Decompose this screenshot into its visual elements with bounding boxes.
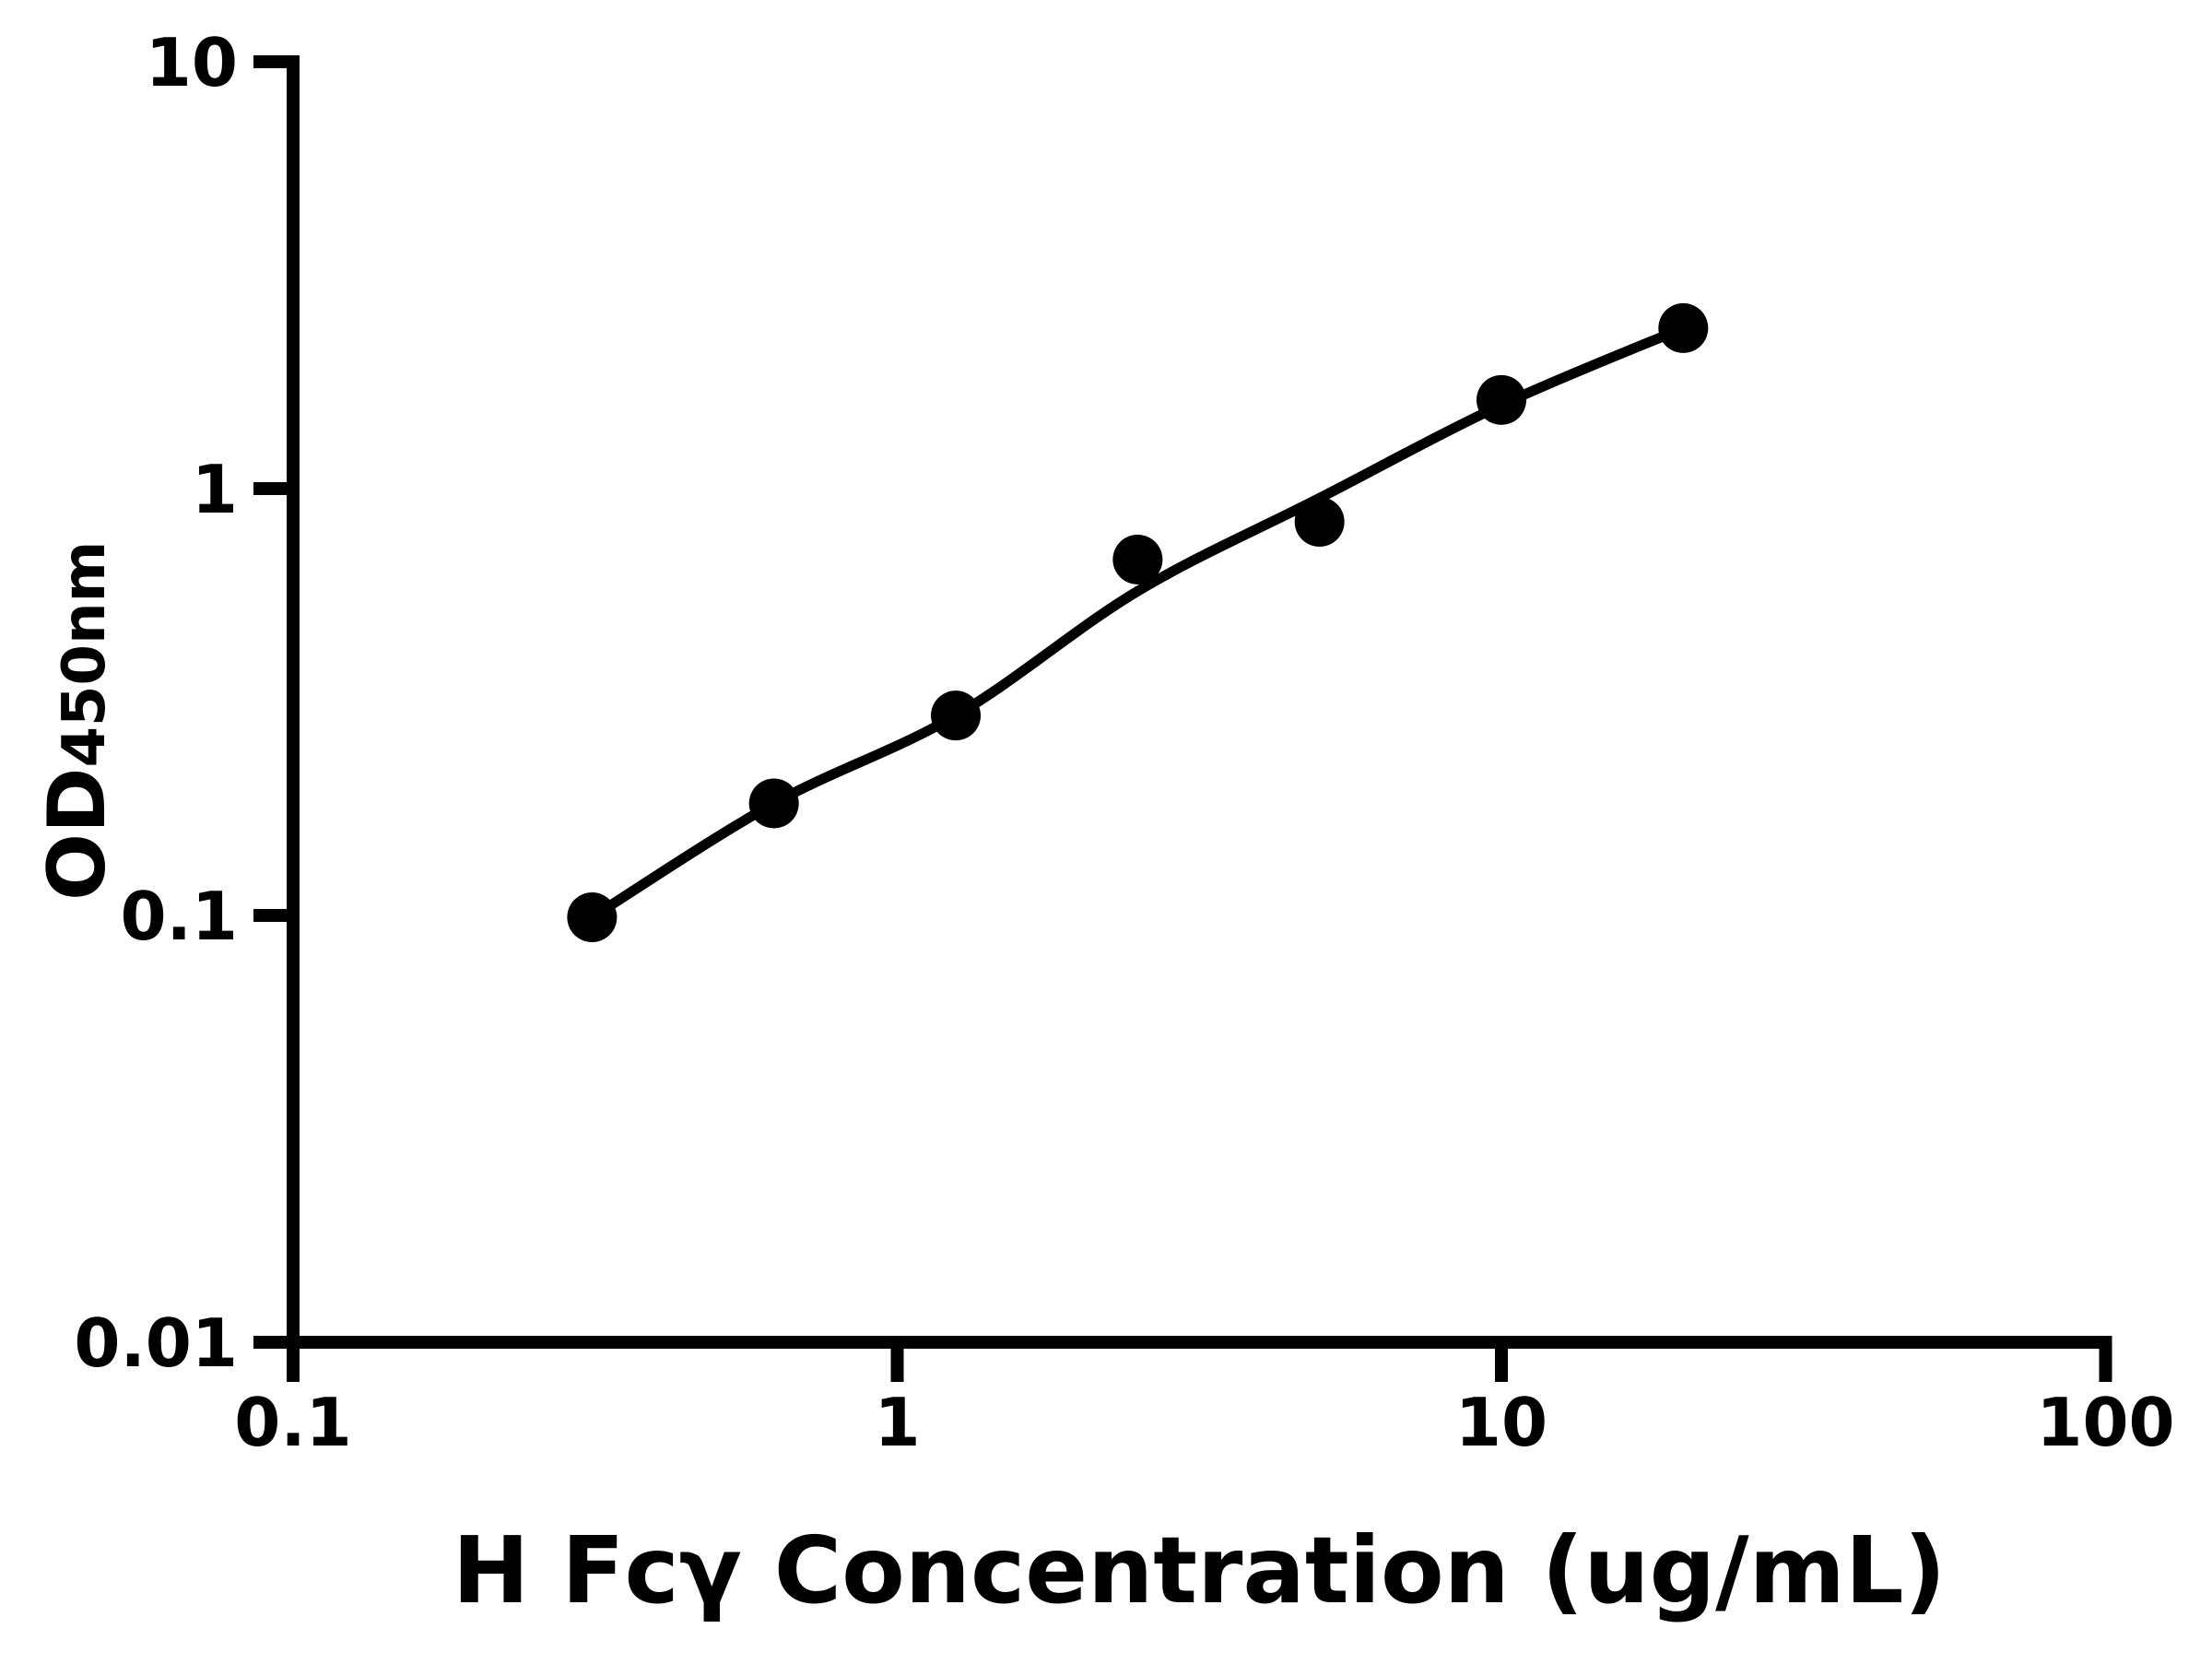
data-point-6 xyxy=(1658,302,1709,353)
data-point-0 xyxy=(567,892,618,943)
data-point-4 xyxy=(1294,497,1345,548)
data-point-5 xyxy=(1477,374,1526,425)
x-tick-label-10: 10 xyxy=(1455,1384,1547,1461)
axes-and-ticks xyxy=(253,55,2112,1382)
x-axis-title: H Fcγ Concentration (ug/mL) xyxy=(453,1516,1947,1624)
series-group xyxy=(567,302,1709,943)
y-tick-label-0.1: 0.1 xyxy=(120,878,238,955)
x-tick-label-100: 100 xyxy=(2036,1384,2174,1461)
x-tick-label-0.1: 0.1 xyxy=(234,1384,352,1461)
axis-group xyxy=(253,55,2112,1382)
y-axis-title-subscript: 450nm xyxy=(51,541,119,768)
y-axis-title: OD450nm xyxy=(31,541,124,901)
y-axis-title-main: OD xyxy=(31,768,124,902)
data-point-2 xyxy=(931,690,982,741)
y-tick-label-10: 10 xyxy=(146,24,238,101)
y-tick-label-0.01: 0.01 xyxy=(74,1304,238,1382)
x-tick-label-1: 1 xyxy=(874,1384,920,1461)
y-tick-label-1: 1 xyxy=(192,451,238,528)
data-point-3 xyxy=(1112,534,1163,584)
data-point-1 xyxy=(748,778,799,829)
